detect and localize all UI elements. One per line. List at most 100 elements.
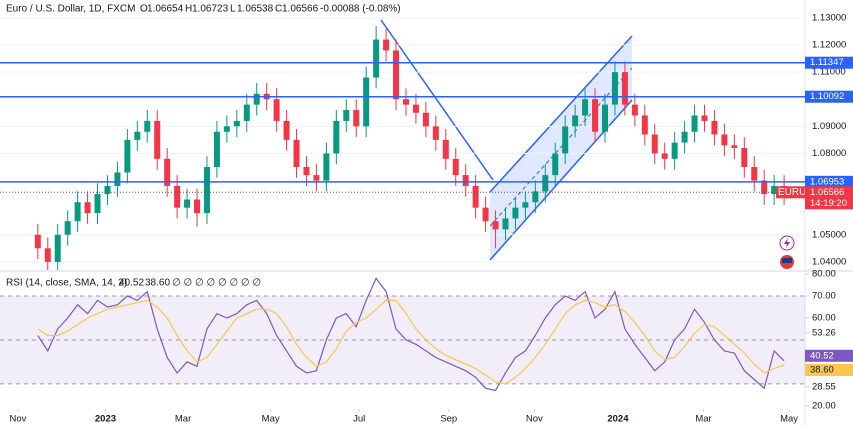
candle-body [542,175,549,192]
candle-body [184,199,191,208]
candle-body [104,185,111,195]
candle-body [174,185,181,208]
candle-body [532,191,539,203]
candle-body [442,139,449,159]
candle-body [303,166,310,176]
x-tick-label: 2024 [607,414,629,425]
level-label: 1.11347 [810,57,844,68]
ohlc-value: 1.06654 [147,4,184,15]
candle-body [552,153,559,176]
candle-body [64,221,71,235]
candle-body [701,115,708,121]
candle-body [731,145,738,149]
last-value-box [805,364,853,377]
ohlc-change: -0.00088 (-0.08%) [320,4,401,15]
candle-body [741,148,748,167]
countdown-label: 14:19:20 [810,198,847,209]
candle-body [313,175,320,181]
candle-body [94,194,101,214]
last-value-label: 38.60 [810,365,834,376]
x-tick-label: Nov [9,414,26,425]
candle-body [572,115,579,127]
candle-body [771,185,778,195]
symbol-label: EURUSD [778,187,820,198]
ohlc-key: C [275,4,282,15]
x-tick-label: Nov [526,414,543,425]
x-tick-label: 2023 [95,414,116,425]
candle-body [203,166,210,214]
y-tick-label: 70.00 [812,290,836,301]
y-tick-label: 60.00 [812,312,836,323]
candle-body [691,115,698,132]
candle-body [661,153,668,159]
candle-body [283,120,290,140]
channel-mid [489,67,633,227]
candle-body [144,120,151,132]
candle-body [233,120,240,127]
ohlc-value: 1.06538 [237,4,274,15]
y-tick-label: 1.08000 [812,148,846,159]
ohlc-key: L [230,4,236,15]
x-tick-label: Jul [353,414,365,425]
y-tick-label: 1.04000 [812,256,846,267]
candle-body [54,234,61,262]
rsi-line [37,299,785,385]
y-tick-label: 28.55 [812,382,836,393]
last-value-box [805,349,853,362]
candle-body [84,202,91,214]
candle-body [44,248,51,262]
candle-body [343,110,350,121]
rsi-title: RSI (14, close, SMA, 14, 2) [6,278,127,289]
candle-body [651,134,658,154]
level-label-box [805,56,853,69]
candle-body [631,104,638,116]
candle-body [34,234,41,249]
candle-body [164,158,171,186]
candle-body [353,110,360,127]
candle-body [462,175,469,186]
ohlc-value: 1.06723 [192,4,229,15]
last-price-label: 1.06566 [810,187,844,198]
candle-body [253,93,260,105]
candle-body [213,131,220,167]
candle-body [333,120,340,154]
last-price-box [805,186,853,210]
sma-value: 38.60 [145,278,170,289]
candle-body [422,112,429,127]
level-label-box [805,90,853,103]
candle-body [492,221,499,230]
candle-body [592,99,599,132]
candle-body [761,180,768,195]
y-tick-label: 80.00 [812,268,836,279]
x-tick-label: Mar [175,414,191,425]
candle-body [751,166,758,181]
candle-body [402,99,409,105]
y-tick-label: 1.05000 [812,229,846,240]
candle-body [74,202,81,222]
candle-body [472,185,479,208]
plot: 1.04000 1.05000 1.08000 1.09000 1.11000 1.120… [0,12,853,425]
candle-body [502,218,509,230]
x-tick-label: May [780,414,798,425]
x-tick-label: May [262,414,280,425]
x-tick-label: Mar [695,414,711,425]
rsi-line [37,277,785,392]
y-tick-label: 1.09000 [812,121,846,132]
candle-body [363,77,370,127]
level-label: 1.10092 [810,91,844,102]
flag-glyph [782,258,792,263]
candle-body [611,72,618,105]
candle-body [452,158,459,176]
candle-body [432,126,439,140]
candle-body [243,104,250,121]
level-label: 1.06953 [810,176,844,187]
candle-body [721,134,728,146]
level-label-box [805,175,853,188]
candle-body [373,39,380,78]
candle-body [711,120,718,135]
candle-body [582,99,589,116]
candle-body [562,126,569,154]
rsi-value: 40.52 [119,278,144,289]
